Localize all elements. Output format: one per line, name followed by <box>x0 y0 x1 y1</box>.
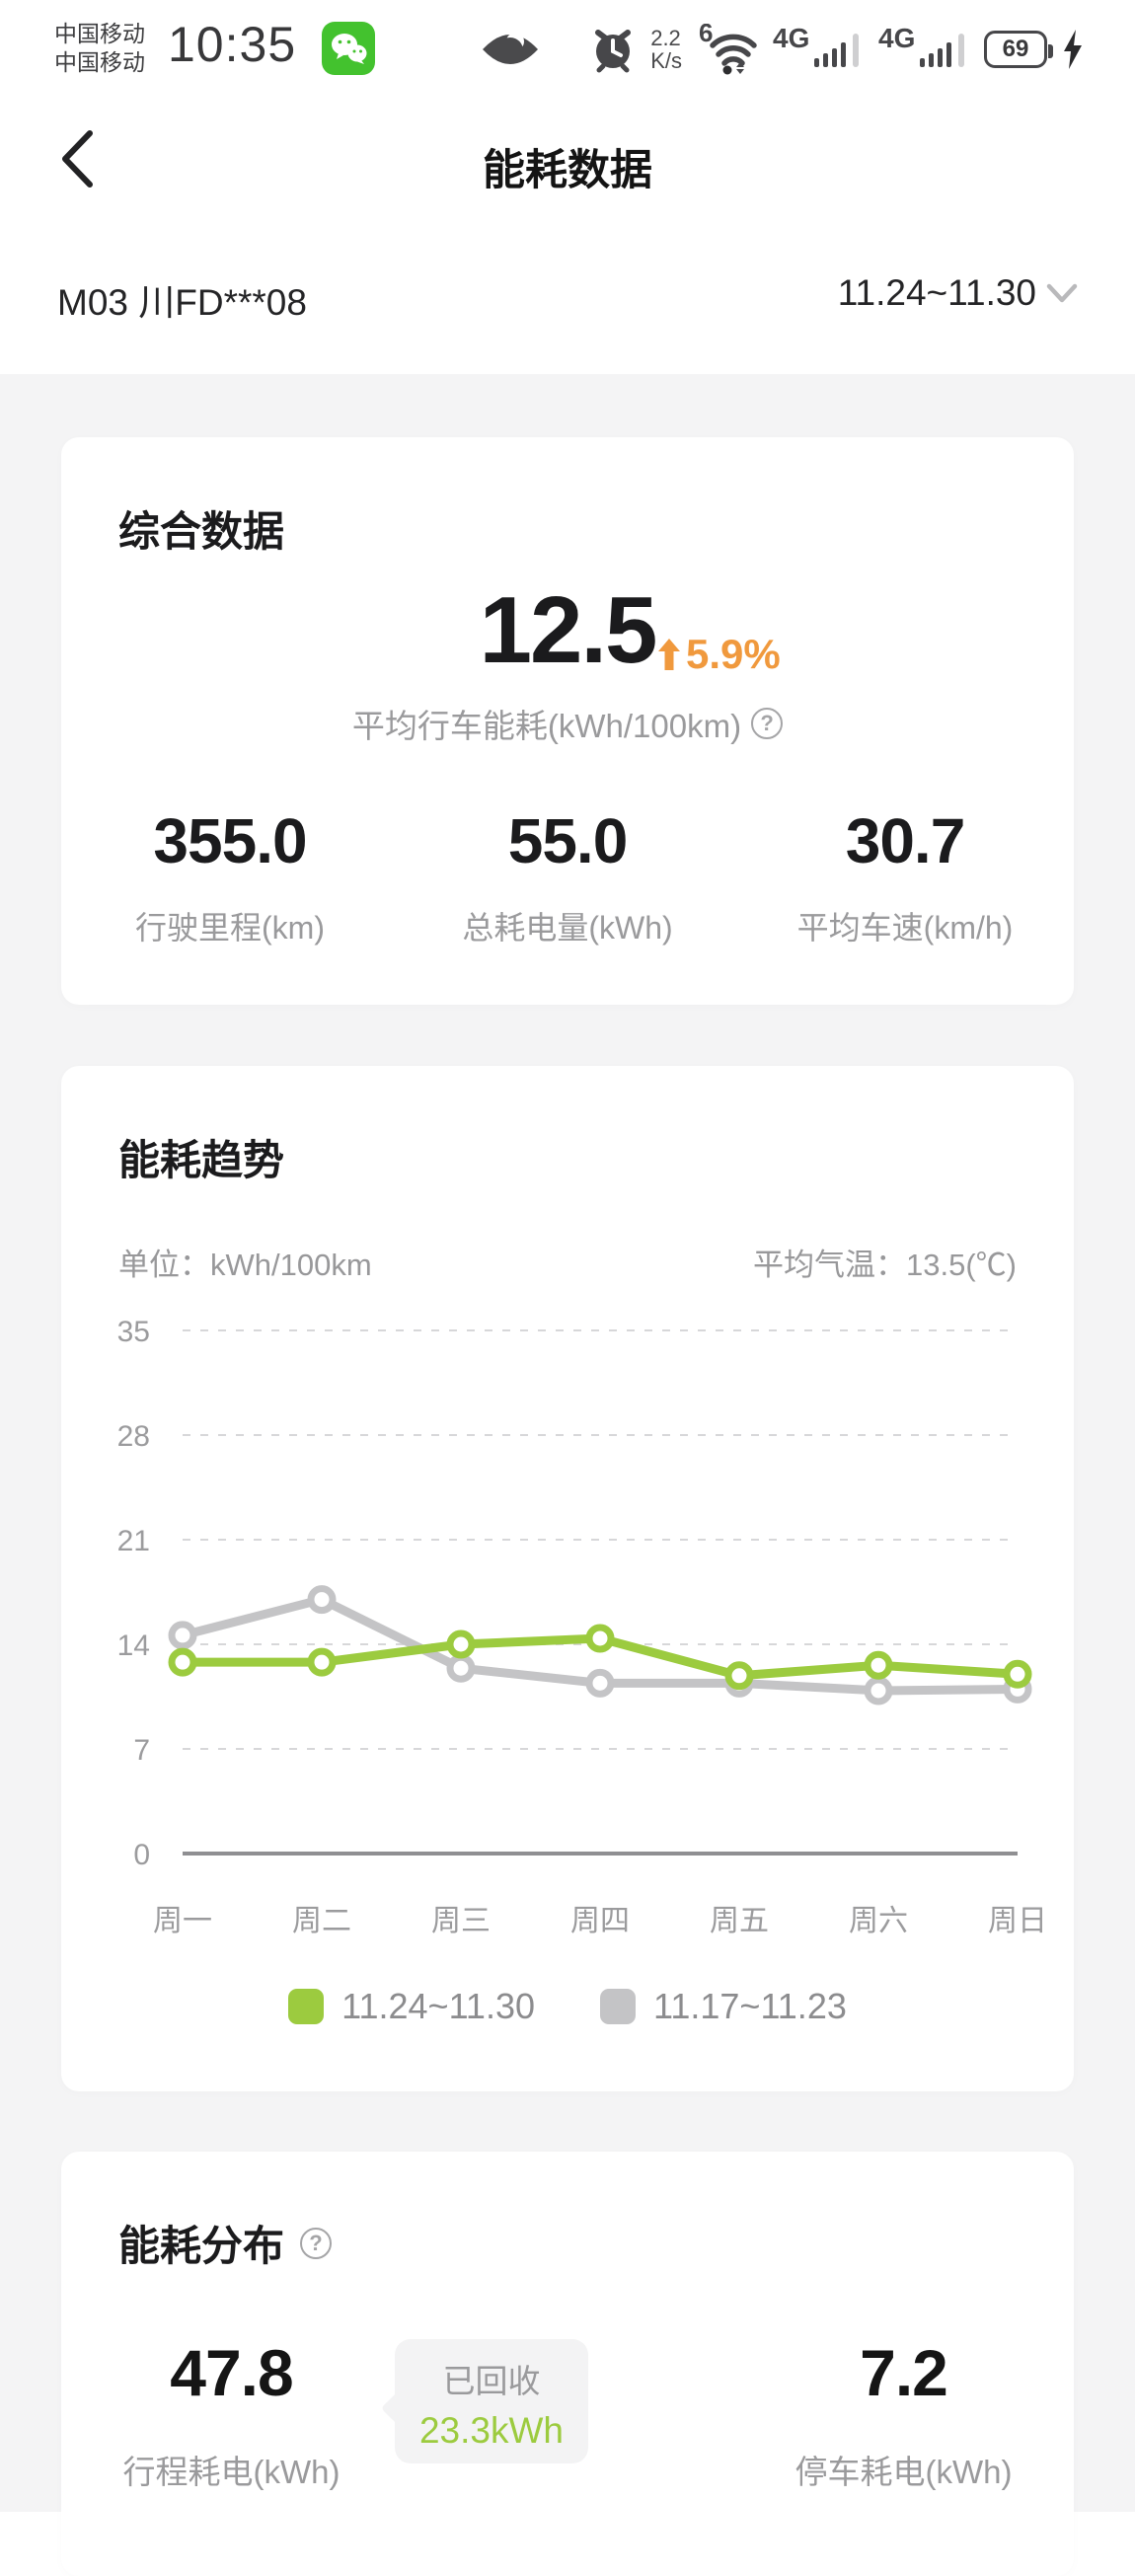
legend-item-previous-week: 11.17~11.23 <box>600 1986 847 2027</box>
network-speed-value: 2.2 <box>650 26 681 50</box>
stat-avg-speed: 30.7 平均车速(km/h) <box>736 804 1074 948</box>
summary-card: 综合数据 12.5 5.9% 平均行车能耗(kWh/100km) ? 355.0… <box>61 437 1074 1005</box>
help-icon[interactable]: ? <box>300 2227 333 2259</box>
recovered-label: 已回收 <box>442 2363 541 2399</box>
stat-mileage: 355.0 行驶里程(km) <box>61 804 399 948</box>
summary-stats-row: 355.0 行驶里程(km) 55.0 总耗电量(kWh) 30.7 平均车速(… <box>61 804 1074 948</box>
carrier-labels: 中国移动 中国移动 <box>54 20 145 77</box>
trip-consumption-stat: 47.8 行程耗电(kWh) <box>61 2335 402 2493</box>
clock-time: 10:35 <box>168 17 297 72</box>
carrier-label-2: 中国移动 <box>54 49 145 75</box>
svg-text:周三: 周三 <box>431 1905 491 1937</box>
svg-text:周五: 周五 <box>710 1905 769 1937</box>
network-speed: 2.2 K/s <box>650 27 682 72</box>
wifi-generation-label: 6 <box>699 24 713 47</box>
parking-consumption-stat: 7.2 停车耗电(kWh) <box>733 2335 1074 2493</box>
status-icons-cluster: 2.2 K/s 6 4G 4G <box>590 0 1084 99</box>
distribution-title-row: 能耗分布 ? <box>118 2213 333 2273</box>
svg-text:7: 7 <box>133 1734 150 1767</box>
alarm-clock-icon <box>595 30 632 73</box>
delta-wrap: 5.9% <box>658 631 781 678</box>
carrier-label-1: 中国移动 <box>54 21 145 46</box>
eye-protection-icon <box>480 26 541 78</box>
back-chevron-icon <box>62 130 93 188</box>
svg-text:周一: 周一 <box>153 1905 212 1937</box>
charging-bolt-icon <box>1064 30 1082 69</box>
battery-nub <box>1048 44 1053 58</box>
recovered-value: 23.3kWh <box>418 2410 564 2451</box>
chart-legend: 11.24~11.30 11.17~11.23 <box>61 1986 1074 2027</box>
distribution-card-title: 能耗分布 <box>118 2223 285 2269</box>
back-button[interactable] <box>57 128 116 193</box>
sim1-network-label: 4G <box>773 26 809 53</box>
main-label-row: 平均行车能耗(kWh/100km) ? <box>61 700 1074 747</box>
battery-indicator: 69 <box>984 31 1053 68</box>
status-bar: 中国移动 中国移动 10:35 <box>0 0 1135 99</box>
sim2-network-label: 4G <box>878 26 915 53</box>
svg-text:21: 21 <box>117 1525 150 1557</box>
svg-text:周四: 周四 <box>570 1905 630 1937</box>
stat-value: 30.7 <box>845 805 966 876</box>
stat-value: 55.0 <box>507 805 629 876</box>
stat-label: 行驶里程(km) <box>135 910 325 946</box>
svg-text:14: 14 <box>117 1629 150 1662</box>
vehicle-bar: M03 川FD***08 11.24~11.30 <box>0 227 1135 374</box>
arrow-up-icon <box>658 639 680 670</box>
summary-card-title: 综合数据 <box>118 508 285 555</box>
network-speed-unit: K/s <box>650 48 682 73</box>
avg-temperature-label: 平均气温：13.5(℃) <box>753 1248 1017 1282</box>
wifi-icon: 6 <box>699 24 757 75</box>
signal-indicator-sim1: 4G <box>773 26 864 73</box>
date-range-selector[interactable]: 11.24~11.30 <box>838 272 1078 314</box>
legend-swatch-green <box>288 1989 325 2024</box>
recovered-energy-bubble: 已回收 23.3kWh <box>381 2339 588 2463</box>
wechat-notification-icon <box>322 22 375 75</box>
signal-indicator-sim2: 4G <box>878 26 969 73</box>
nav-header: 能耗数据 <box>0 99 1135 227</box>
avg-consumption-value: 12.5 <box>479 577 658 683</box>
stat-total-consumption: 55.0 总耗电量(kWh) <box>399 804 736 948</box>
vehicle-name: M03 川FD***08 <box>57 282 307 323</box>
avg-consumption-label: 平均行车能耗(kWh/100km) <box>351 708 742 744</box>
stat-value: 355.0 <box>153 805 307 876</box>
help-icon[interactable]: ? <box>751 708 784 739</box>
legend-label: 11.17~11.23 <box>653 1986 847 2026</box>
wechat-bubbles-icon <box>332 34 367 64</box>
distribution-card: 能耗分布 ? 47.8 行程耗电(kWh) 已回收 23.3kWh 7.2 停车… <box>61 2152 1074 2576</box>
svg-text:周二: 周二 <box>292 1905 351 1937</box>
trend-card: 能耗趋势 单位：kWh/100km 平均气温：13.5(℃) 0 7 14 21 28 3… <box>61 1066 1074 2091</box>
chart-unit-label: 单位：kWh/100km <box>118 1248 372 1282</box>
svg-text:28: 28 <box>117 1420 150 1453</box>
delta-value: 5.9% <box>686 631 781 677</box>
date-range-label: 11.24~11.30 <box>837 272 1036 313</box>
energy-trend-chart: 0 7 14 21 28 35 周一 周二 周三 周四 周五 周六 周日 <box>117 1316 1047 1937</box>
trip-consumption-value: 47.8 <box>170 2336 293 2409</box>
chevron-down-icon <box>1046 283 1078 303</box>
trend-card-title: 能耗趋势 <box>118 1137 285 1183</box>
svg-text:35: 35 <box>117 1316 150 1348</box>
parking-consumption-value: 7.2 <box>860 2336 948 2409</box>
stat-label: 平均车速(km/h) <box>796 910 1014 946</box>
svg-text:0: 0 <box>133 1839 150 1871</box>
main-value-wrap: 12.5 <box>61 583 1074 678</box>
page-title: 能耗数据 <box>483 147 652 194</box>
svg-text:周日: 周日 <box>988 1905 1047 1937</box>
parking-consumption-label: 停车耗电(kWh) <box>794 2454 1013 2490</box>
svg-text:周六: 周六 <box>849 1905 908 1937</box>
legend-swatch-gray <box>600 1989 636 2024</box>
stat-label: 总耗电量(kWh) <box>462 910 673 946</box>
energy-data-screen: { "status_bar": { "carrier1": "中国移动", "c… <box>0 0 1135 2512</box>
battery-percent: 69 <box>1002 36 1029 62</box>
trip-consumption-label: 行程耗电(kWh) <box>122 2454 340 2490</box>
legend-label: 11.24~11.30 <box>341 1986 535 2026</box>
legend-item-current-week: 11.24~11.30 <box>288 1986 535 2027</box>
